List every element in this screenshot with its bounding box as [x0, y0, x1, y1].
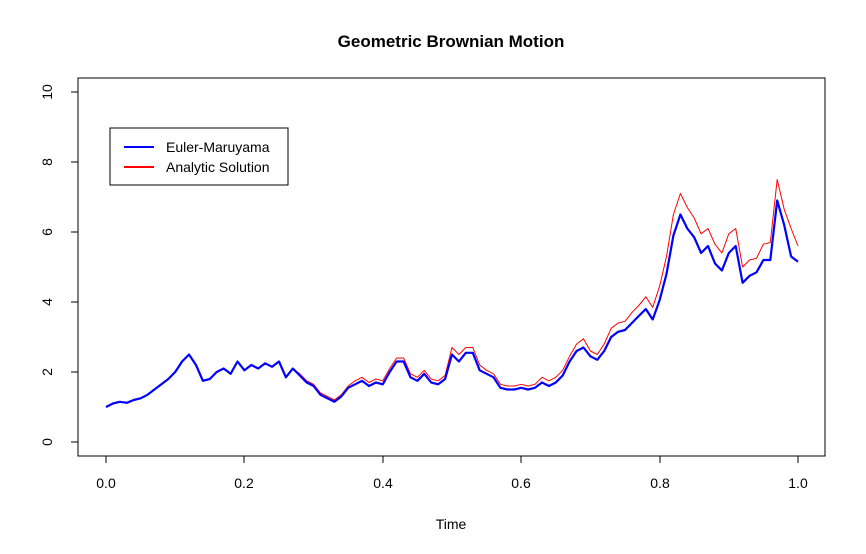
x-tick-label: 0.2: [234, 475, 254, 491]
x-tick-label: 0.8: [650, 475, 670, 491]
y-tick-label: 8: [39, 158, 55, 166]
y-tick-label: 6: [39, 228, 55, 236]
x-axis-label: Time: [436, 516, 467, 532]
series-line-analytic-solution: [105, 179, 799, 408]
series-line-euler-maruyama: [105, 199, 799, 408]
x-tick-label: 0.0: [96, 475, 116, 491]
legend: Euler-Maruyama Analytic Solution: [109, 127, 289, 186]
legend-box: [109, 127, 289, 186]
y-tick-label: 2: [39, 368, 55, 376]
x-tick-label: 0.6: [511, 475, 531, 491]
x-tick-label: 1.0: [788, 475, 808, 491]
series-layer: [105, 179, 799, 408]
y-axis-ticks: 0 2 4 6 8 10: [39, 84, 78, 446]
y-tick-label: 0: [39, 438, 55, 446]
y-tick-label: 4: [39, 298, 55, 306]
chart-title: Geometric Brownian Motion: [338, 32, 565, 51]
legend-label-euler: Euler-Maruyama: [166, 139, 270, 155]
x-axis-ticks: 0.0 0.2 0.4 0.6 0.8 1.0: [96, 456, 808, 491]
y-tick-label: 10: [39, 84, 55, 100]
x-tick-label: 0.4: [373, 475, 393, 491]
legend-label-analytic: Analytic Solution: [166, 159, 270, 175]
